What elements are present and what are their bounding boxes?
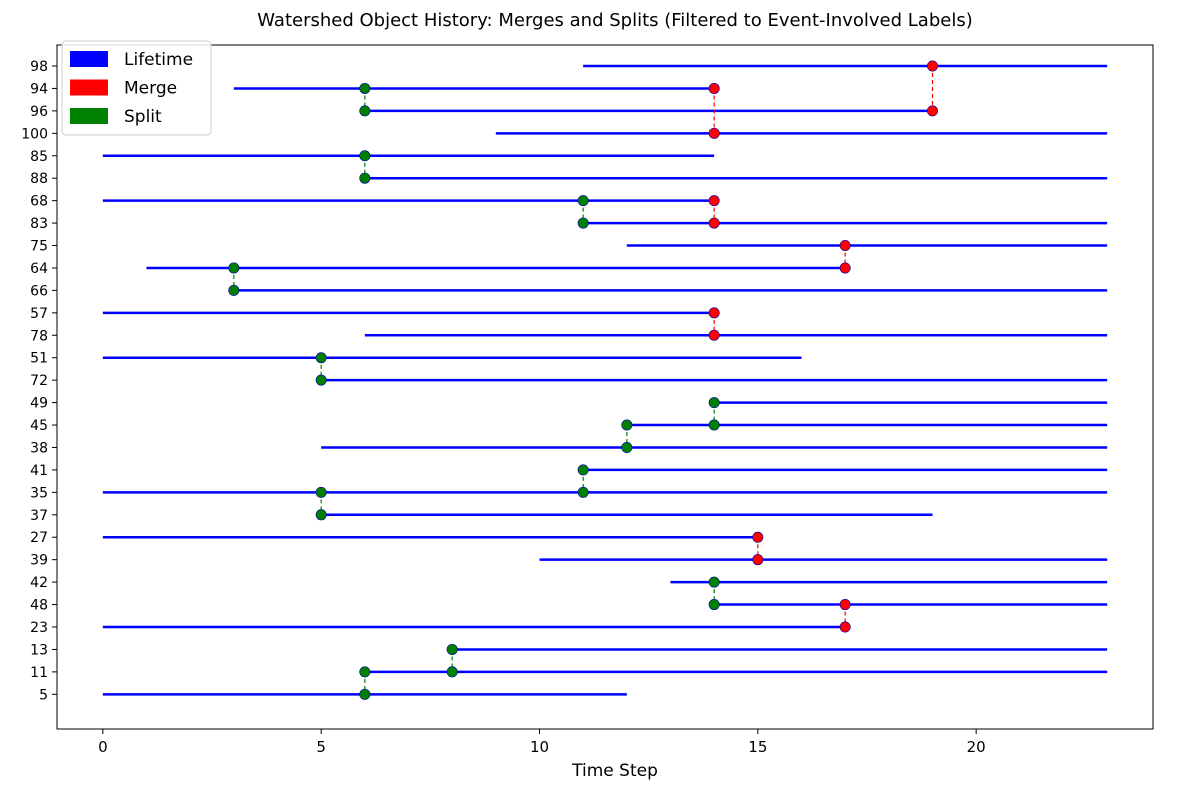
y-tick-label: 51 xyxy=(30,351,48,367)
y-tick-label: 88 xyxy=(30,171,48,187)
merge-marker xyxy=(839,599,851,611)
y-tick-label: 83 xyxy=(30,216,48,232)
y-tick-label: 49 xyxy=(30,396,48,412)
split-marker xyxy=(708,599,720,611)
split-marker xyxy=(446,643,458,655)
merge-marker xyxy=(752,554,764,566)
y-tick-label: 72 xyxy=(30,373,48,389)
y-tick-label: 57 xyxy=(30,306,48,322)
split-marker xyxy=(708,397,720,409)
y-tick-label: 13 xyxy=(30,642,48,658)
split-marker xyxy=(228,262,240,274)
y-tick-label: 35 xyxy=(30,485,48,501)
split-marker xyxy=(577,464,589,476)
split-marker xyxy=(577,195,589,207)
split-marker xyxy=(359,172,371,184)
y-tick-label: 100 xyxy=(21,126,48,142)
y-tick-label: 64 xyxy=(30,261,48,277)
split-marker xyxy=(621,419,633,431)
plot-area xyxy=(102,60,1108,700)
split-marker xyxy=(621,441,633,453)
merge-marker xyxy=(926,60,938,72)
chart-title: Watershed Object History: Merges and Spl… xyxy=(257,10,972,31)
legend-label-lifetime: Lifetime xyxy=(124,50,193,70)
y-tick-label: 38 xyxy=(30,440,48,456)
y-tick-label: 5 xyxy=(39,687,48,703)
y-tick-label: 85 xyxy=(30,149,48,165)
split-marker xyxy=(708,419,720,431)
legend-swatch-merge xyxy=(70,79,108,96)
merge-marker xyxy=(708,127,720,139)
merge-marker xyxy=(708,329,720,341)
merge-marker xyxy=(708,217,720,229)
merge-marker xyxy=(752,531,764,543)
split-marker xyxy=(577,486,589,498)
legend-swatch-lifetime xyxy=(70,51,108,67)
y-tick-label: 66 xyxy=(30,283,48,299)
y-tick-label: 75 xyxy=(30,239,48,255)
y-tick-label: 96 xyxy=(30,104,48,120)
split-marker xyxy=(315,509,327,521)
y-tick-label: 78 xyxy=(30,328,48,344)
split-marker xyxy=(359,150,371,162)
split-marker xyxy=(359,688,371,700)
merge-marker xyxy=(839,240,851,252)
plot-frame xyxy=(56,44,1154,730)
split-marker xyxy=(359,105,371,117)
split-marker xyxy=(359,82,371,94)
x-axis: 0 5 10 15 20 xyxy=(98,729,986,756)
legend-swatch-split xyxy=(70,108,108,124)
x-tick-label: 15 xyxy=(748,738,767,756)
legend: Lifetime Merge Split xyxy=(61,40,212,136)
y-tick-label: 27 xyxy=(30,530,48,546)
split-marker xyxy=(228,284,240,296)
split-marker xyxy=(315,486,327,498)
merge-marker xyxy=(839,621,851,633)
y-tick-label: 42 xyxy=(30,575,48,591)
y-tick-label: 68 xyxy=(30,194,48,210)
merge-marker xyxy=(708,82,720,94)
split-marker xyxy=(708,576,720,588)
y-tick-label: 45 xyxy=(30,418,48,434)
y-tick-label: 41 xyxy=(30,463,48,479)
split-marker xyxy=(315,374,327,386)
merge-marker xyxy=(708,307,720,319)
split-marker xyxy=(315,352,327,364)
x-tick-label: 0 xyxy=(98,738,108,756)
y-tick-label: 98 xyxy=(30,59,48,75)
x-tick-label: 20 xyxy=(967,738,986,756)
y-tick-label: 37 xyxy=(30,508,48,524)
y-tick-label: 39 xyxy=(30,553,48,569)
y-tick-label: 11 xyxy=(30,665,48,681)
y-tick-label: 23 xyxy=(30,620,48,636)
y-tick-label: 94 xyxy=(30,81,48,97)
legend-label-split: Split xyxy=(124,107,162,127)
x-tick-label: 10 xyxy=(530,738,549,756)
y-axis: 98 94 96 100 85 88 68 83 75 64 66 57 78 51 72 49 45 38 41 3… xyxy=(21,59,57,703)
legend-label-merge: Merge xyxy=(124,79,177,99)
split-marker xyxy=(359,666,371,678)
y-tick-label: 48 xyxy=(30,598,48,614)
merge-marker xyxy=(839,262,851,274)
merge-marker xyxy=(708,195,720,207)
merge-marker xyxy=(926,105,938,117)
split-marker xyxy=(577,217,589,229)
split-marker xyxy=(446,666,458,678)
x-tick-label: 5 xyxy=(316,738,326,756)
x-axis-label: Time Step xyxy=(571,761,658,781)
